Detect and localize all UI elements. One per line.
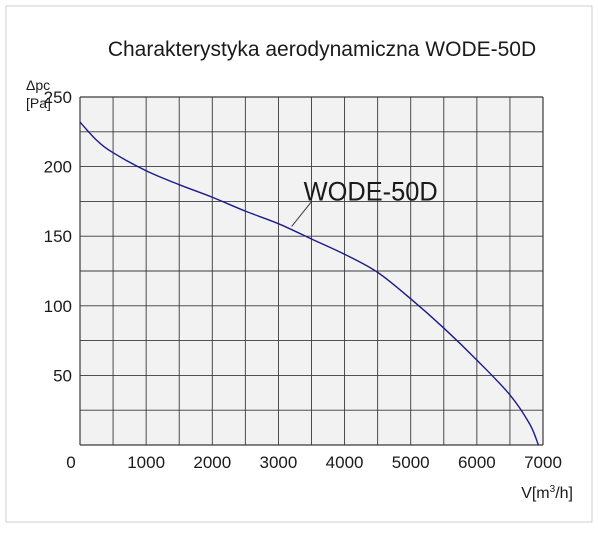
y-tick-label: 100	[44, 297, 72, 316]
x-tick-label: 3000	[260, 453, 298, 472]
x-axis-label-sup: 3	[550, 484, 556, 495]
y-axis-label-line1: Δpc	[26, 77, 50, 93]
y-tick-label: 50	[53, 366, 72, 385]
x-axis-label-tail: /h]	[555, 485, 573, 502]
x-tick-label: 4000	[326, 453, 364, 472]
series-line-wode-50d	[79, 121, 540, 446]
x-tick-label: 1000	[127, 453, 165, 472]
y-tick-label: 200	[44, 158, 72, 177]
x-tick-label: 6000	[458, 453, 496, 472]
y-tick-label: 250	[44, 88, 72, 107]
x-tick-label: 7000	[524, 453, 562, 472]
x-axis-label-main: V[m	[521, 485, 549, 502]
x-axis-label: V[m3/h]	[521, 484, 573, 502]
x-tick-label: 0	[66, 453, 75, 472]
x-tick-label: 2000	[193, 453, 231, 472]
y-axis-label-line2: [Pa]	[26, 95, 51, 111]
chart-title: Charakterystyka aerodynamiczna WODE-50D	[108, 38, 536, 61]
x-tick-label: 5000	[392, 453, 430, 472]
y-tick-label: 150	[44, 227, 72, 246]
grid	[79, 96, 544, 446]
y-tick-labels: 50 100 150 200 250	[44, 88, 72, 385]
series-annotation: WODE-50D	[304, 176, 438, 206]
x-tick-labels: 0 1000 2000 3000 4000 5000 6000 7000	[66, 453, 562, 472]
annotation-leader-line	[291, 201, 313, 227]
